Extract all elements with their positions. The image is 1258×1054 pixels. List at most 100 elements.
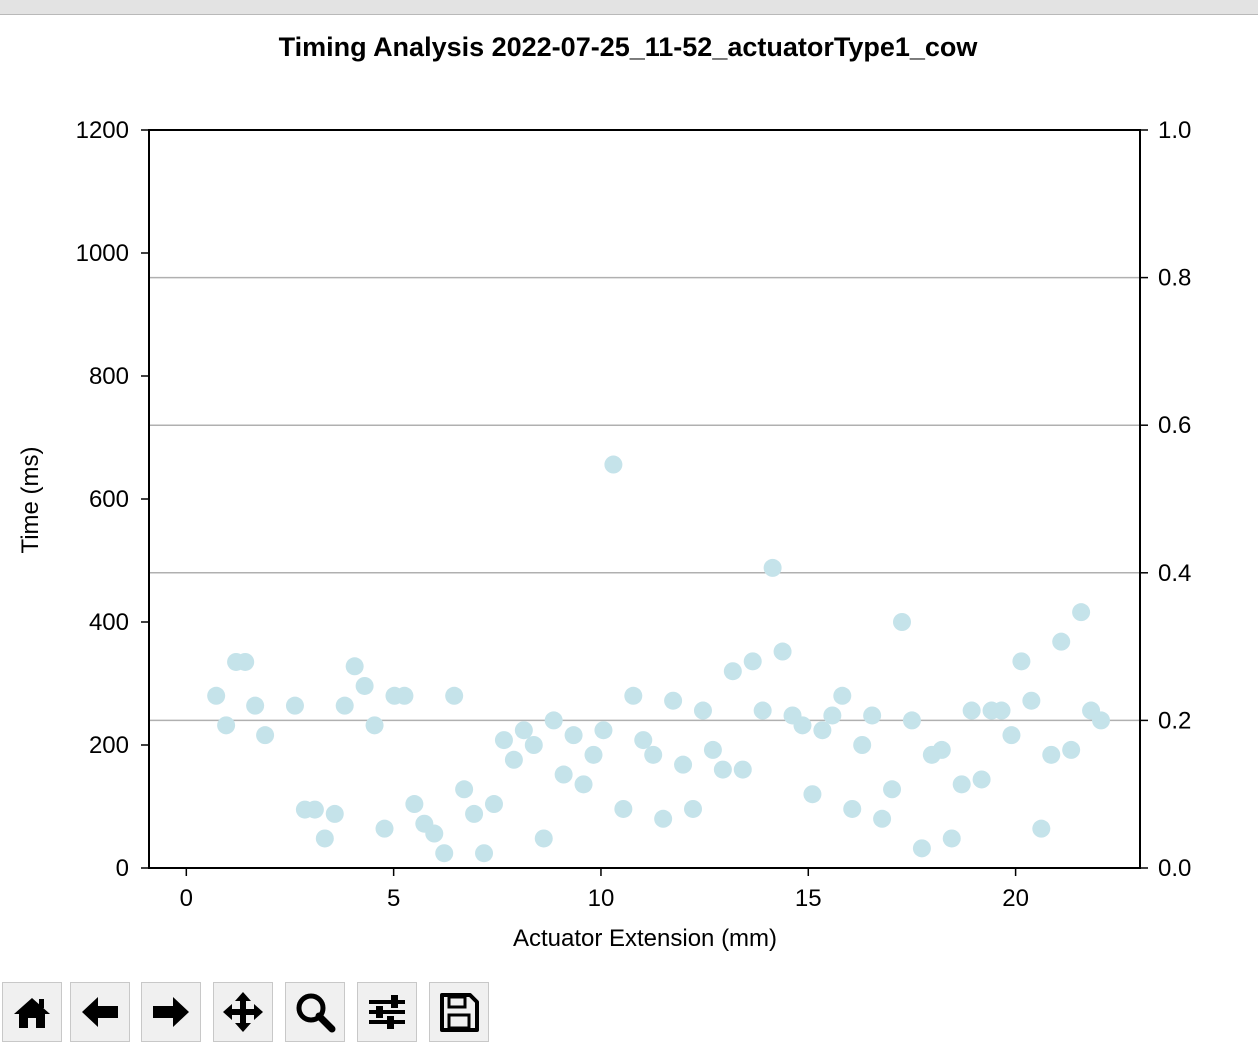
data-point: [684, 799, 703, 818]
data-point: [365, 716, 384, 735]
data-point: [584, 745, 603, 764]
data-point: [514, 721, 533, 740]
data-point: [534, 829, 553, 848]
gridlines: [149, 276, 1140, 722]
data-point: [902, 711, 921, 730]
data-point: [1062, 740, 1081, 759]
data-point: [445, 686, 464, 705]
right-y-tick-label: 1.0: [1158, 117, 1191, 144]
data-point: [962, 701, 981, 720]
forward-button[interactable]: [141, 982, 201, 1042]
data-point: [405, 795, 424, 814]
data-point: [1002, 726, 1021, 745]
data-point: [475, 844, 494, 863]
arrow-right-icon: [153, 997, 189, 1027]
data-point: [315, 829, 334, 848]
data-point: [246, 696, 265, 715]
y-tick-label: 600: [89, 486, 129, 513]
data-point: [305, 800, 324, 819]
data-point: [674, 755, 693, 774]
data-point: [972, 770, 991, 789]
y-tick-label: 1200: [76, 117, 129, 144]
right-y-tick-label: 0.6: [1158, 412, 1191, 439]
magnifier-icon: [296, 993, 336, 1033]
x-tick-label: 10: [588, 885, 615, 912]
data-point: [892, 613, 911, 631]
move-icon: [223, 992, 263, 1032]
data-point: [883, 780, 902, 799]
data-point: [524, 736, 543, 754]
data-point: [1032, 819, 1051, 838]
home-button[interactable]: [2, 982, 62, 1042]
data-point: [873, 809, 892, 828]
data-point: [465, 804, 484, 823]
back-button[interactable]: [70, 982, 130, 1042]
data-point: [236, 652, 255, 671]
home-icon: [14, 998, 50, 1028]
y-axis-label: Time (ms): [17, 446, 44, 553]
data-point: [624, 686, 643, 705]
data-point: [1042, 745, 1061, 764]
data-point: [644, 745, 663, 764]
y-tick-label: 1000: [76, 240, 129, 267]
data-point: [345, 657, 364, 676]
data-point: [425, 824, 444, 843]
x-axis-label: Actuator Extension (mm): [513, 925, 777, 952]
data-point: [1022, 691, 1041, 710]
data-point: [932, 740, 951, 759]
data-point: [843, 799, 862, 818]
data-point: [455, 780, 474, 799]
data-point: [823, 706, 842, 725]
data-point: [1072, 603, 1091, 622]
data-point: [853, 736, 872, 754]
data-point: [594, 721, 613, 740]
plot-frame: [148, 129, 1141, 869]
data-point: [942, 829, 961, 848]
sliders-icon: [369, 995, 405, 1029]
data-point: [207, 686, 226, 705]
data-point: [355, 676, 374, 695]
data-point: [992, 701, 1011, 720]
data-point: [554, 765, 573, 784]
data-point: [435, 844, 454, 863]
data-point: [1012, 652, 1031, 671]
x-tick-label: 0: [180, 885, 193, 912]
floppy-disk-icon: [440, 993, 479, 1032]
navigation-toolbar: [0, 982, 500, 1046]
data-point: [753, 701, 772, 720]
data-point: [743, 652, 762, 671]
data-point: [912, 839, 931, 858]
data-point: [256, 726, 275, 745]
data-point: [375, 819, 394, 838]
save-button[interactable]: [429, 982, 489, 1042]
right-y-tick-label: 0.4: [1158, 560, 1191, 587]
data-point: [564, 726, 583, 745]
x-tick-label: 20: [1002, 885, 1029, 912]
right-y-tick-label: 0.2: [1158, 707, 1191, 734]
y-axis-ticks: 0 200 400 600 800 1000 1200: [76, 117, 149, 882]
data-point: [335, 696, 354, 715]
x-tick-label: 15: [795, 885, 822, 912]
data-points: [207, 455, 1111, 863]
data-point: [793, 716, 812, 735]
x-axis-ticks: 0 5 10 15 20: [180, 868, 1029, 912]
data-point: [395, 686, 414, 705]
data-point: [484, 795, 503, 814]
data-point: [1052, 632, 1071, 651]
y-tick-label: 200: [89, 732, 129, 759]
pan-button[interactable]: [213, 982, 273, 1042]
data-point: [813, 721, 832, 740]
data-point: [604, 455, 623, 474]
data-point: [952, 775, 971, 794]
window-top-edge: [0, 0, 1258, 15]
data-point: [614, 799, 633, 818]
data-point: [773, 642, 792, 661]
data-point: [763, 558, 782, 577]
data-point: [664, 691, 683, 710]
chart-title: Timing Analysis 2022-07-25_11-52_actuato…: [279, 32, 979, 62]
data-point: [863, 706, 882, 725]
configure-subplots-button[interactable]: [357, 982, 417, 1042]
zoom-button[interactable]: [285, 982, 345, 1042]
right-y-tick-label: 0.8: [1158, 265, 1191, 292]
data-point: [733, 760, 752, 779]
